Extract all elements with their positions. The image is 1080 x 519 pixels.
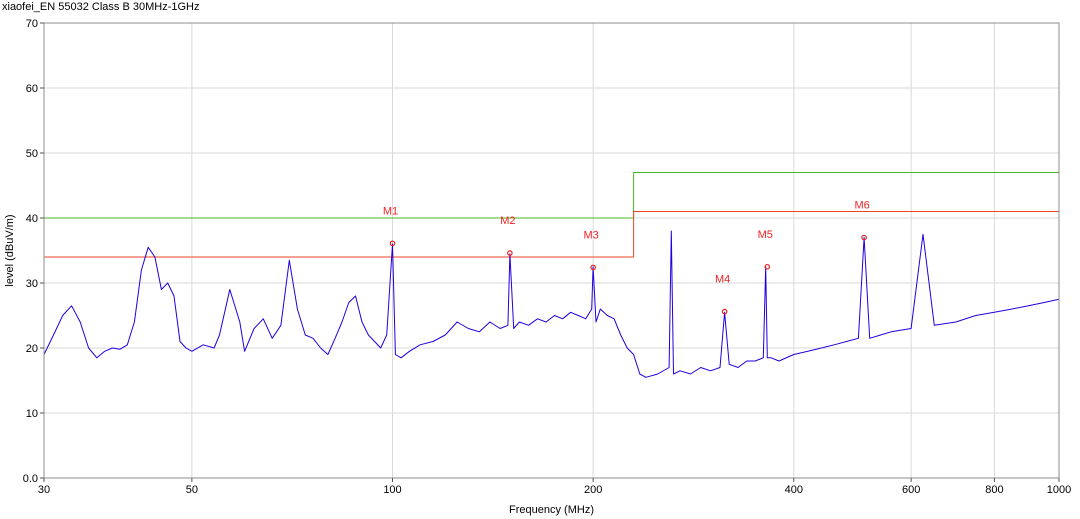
spectrum-trace	[43, 230, 1060, 378]
marker-point	[590, 264, 596, 271]
limit-line-green	[44, 172, 1059, 219]
limit-line-red	[44, 211, 1059, 258]
y-tick-label: 10	[26, 408, 38, 420]
x-tick-label: 600	[902, 484, 920, 496]
chart-title: xiaofei_EN 55032 Class B 30MHz-1GHz	[2, 1, 200, 13]
marker-label: M5	[758, 229, 773, 241]
x-tick-label: 1000	[1047, 484, 1071, 496]
y-tick-label: 60	[26, 83, 38, 95]
marker-point	[861, 234, 867, 241]
y-tick-label: 70	[26, 18, 38, 30]
y-tick-label: 20	[26, 343, 38, 355]
x-axis-ticks: 30 50 100 200 400 600 800 1000	[38, 478, 1071, 496]
x-tick-label: 200	[584, 484, 602, 496]
x-tick-label: 800	[985, 484, 1003, 496]
marker-point	[389, 240, 396, 247]
marker-label: M4	[715, 274, 730, 286]
markers: M1 M2 M3 M4 M5 M6	[383, 200, 870, 315]
marker-label: M2	[500, 215, 515, 227]
marker-label: M6	[854, 200, 869, 212]
x-axis-label: Frequency (MHz)	[509, 504, 594, 516]
marker-point	[764, 263, 771, 270]
y-axis-ticks: 0.0 10 20 30 40 50 60 70	[23, 18, 44, 485]
trace-line	[43, 230, 1060, 378]
grid-layer	[43, 22, 1060, 479]
y-tick-label: 0.0	[23, 473, 38, 485]
x-tick-label: 400	[785, 484, 803, 496]
limit-lines	[44, 172, 1059, 258]
marker-label: M3	[583, 229, 598, 241]
x-tick-label: 30	[38, 484, 50, 496]
marker-point	[721, 308, 728, 315]
marker-point	[507, 250, 513, 256]
y-tick-label: 50	[26, 148, 38, 160]
plot-frame	[43, 22, 1060, 479]
y-axis-label: level (dBuV/m)	[4, 214, 16, 286]
y-tick-label: 40	[26, 213, 38, 225]
x-tick-label: 100	[383, 484, 401, 496]
marker-label: M1	[383, 205, 398, 217]
x-tick-label: 50	[186, 484, 198, 496]
y-tick-label: 30	[26, 278, 38, 290]
